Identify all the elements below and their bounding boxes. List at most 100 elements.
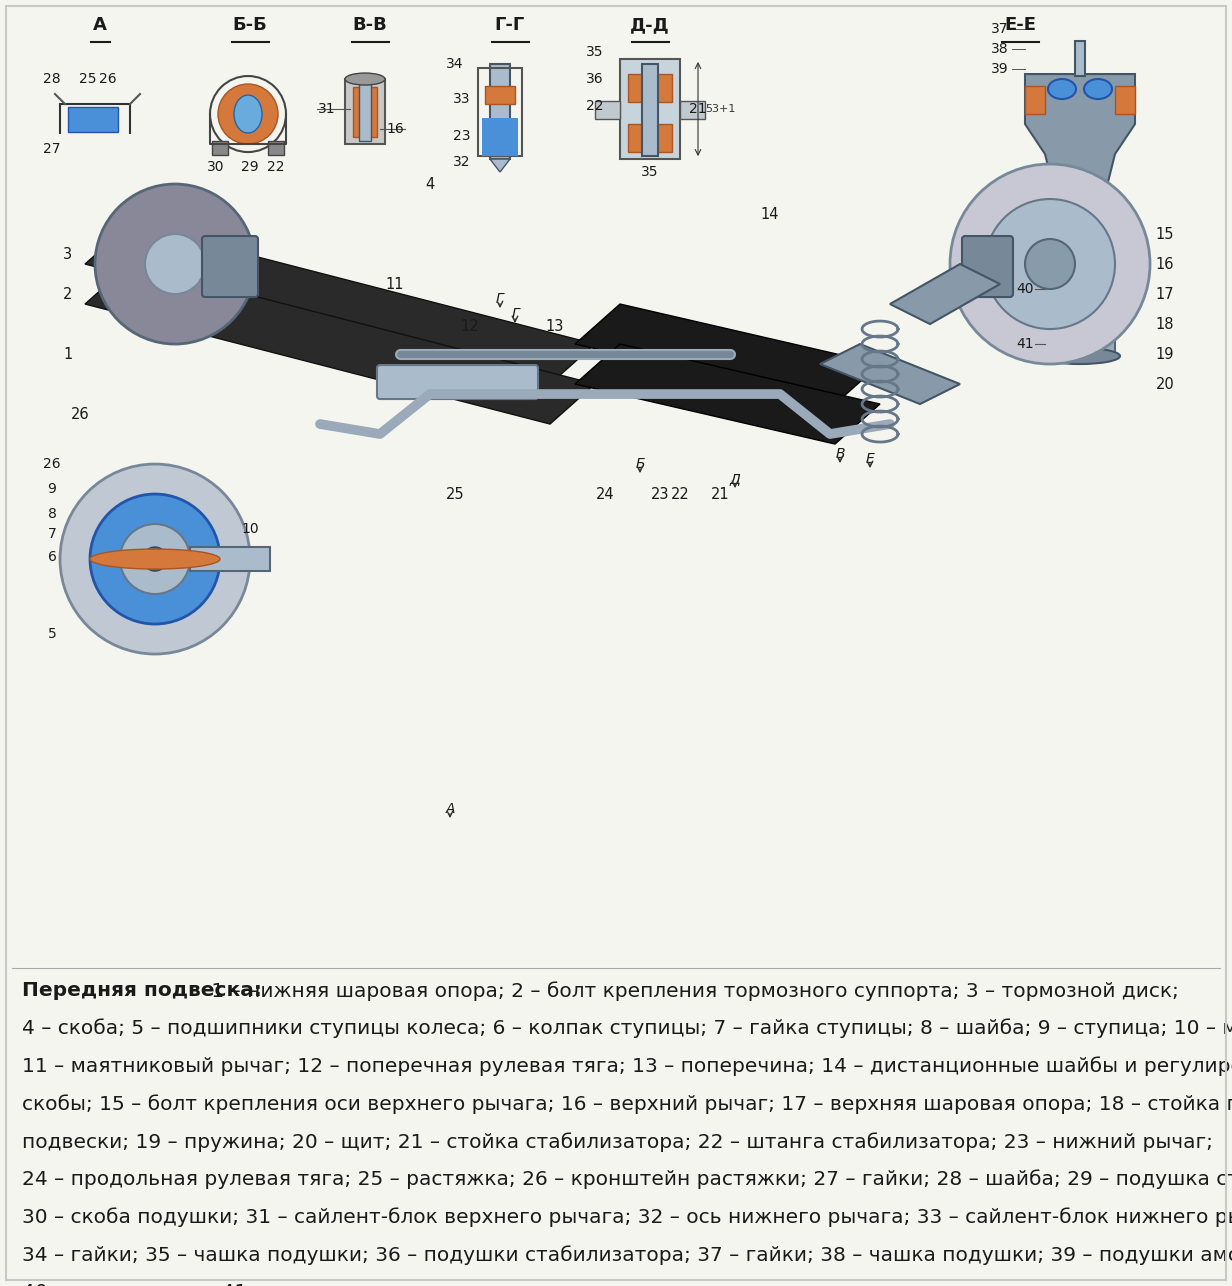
Text: 12: 12 [461, 319, 479, 333]
Polygon shape [575, 345, 880, 444]
Text: Б: Б [636, 457, 644, 471]
Text: Е-Е: Е-Е [1004, 15, 1036, 33]
Text: 16: 16 [1156, 256, 1174, 271]
Text: 30: 30 [207, 159, 224, 174]
FancyBboxPatch shape [212, 141, 228, 156]
FancyBboxPatch shape [359, 84, 371, 141]
Text: 13: 13 [546, 319, 564, 333]
Text: 25: 25 [79, 72, 97, 86]
FancyBboxPatch shape [642, 64, 658, 156]
Text: Е: Е [866, 453, 875, 466]
Text: 3: 3 [63, 247, 73, 261]
Text: 34: 34 [446, 57, 463, 71]
Text: 32: 32 [453, 156, 471, 168]
Circle shape [218, 84, 278, 144]
FancyBboxPatch shape [202, 237, 257, 297]
FancyBboxPatch shape [482, 118, 517, 156]
Text: Передняя подвеска:: Передняя подвеска: [22, 981, 262, 1001]
Text: 40: 40 [1016, 282, 1034, 296]
Text: 8: 8 [48, 507, 57, 521]
Text: 18: 18 [1156, 316, 1174, 332]
Text: 35: 35 [641, 165, 659, 179]
Text: 26: 26 [43, 457, 60, 471]
Text: скобы; 15 – болт крепления оси верхнего рычага; 16 – верхний рычаг; 17 – верхняя: скобы; 15 – болт крепления оси верхнего … [22, 1094, 1232, 1114]
Text: 37: 37 [992, 22, 1009, 36]
Text: 22: 22 [586, 99, 604, 113]
FancyBboxPatch shape [485, 86, 515, 104]
Text: 38: 38 [992, 42, 1009, 57]
Text: 1: 1 [63, 346, 73, 361]
Ellipse shape [1048, 78, 1076, 99]
FancyBboxPatch shape [68, 107, 118, 132]
Circle shape [90, 494, 221, 624]
Text: Д-Д: Д-Д [630, 15, 670, 33]
Text: 29: 29 [241, 159, 259, 174]
Text: 25: 25 [446, 486, 464, 502]
Polygon shape [1025, 75, 1135, 194]
Text: 23: 23 [650, 486, 669, 502]
Polygon shape [1045, 258, 1115, 354]
Text: 10: 10 [241, 522, 259, 536]
Text: 2: 2 [63, 287, 73, 301]
Text: 26: 26 [70, 406, 89, 422]
Text: А: А [94, 15, 107, 33]
Text: 7: 7 [48, 527, 57, 541]
FancyBboxPatch shape [628, 123, 671, 152]
FancyBboxPatch shape [628, 75, 671, 102]
Text: 39: 39 [992, 62, 1009, 76]
Text: 26: 26 [100, 72, 117, 86]
FancyBboxPatch shape [190, 547, 270, 571]
Text: 9: 9 [48, 482, 57, 496]
FancyBboxPatch shape [0, 14, 1232, 944]
Text: А: А [445, 802, 455, 817]
Text: 15: 15 [1156, 226, 1174, 242]
Text: 21: 21 [711, 486, 729, 502]
Polygon shape [490, 159, 510, 172]
Text: 31: 31 [318, 102, 336, 116]
Text: 34 – гайки; 35 – чашка подушки; 36 – подушки стабилизатора; 37 – гайки; 38 – чаш: 34 – гайки; 35 – чашка подушки; 36 – под… [22, 1245, 1232, 1264]
Text: 6: 6 [48, 550, 57, 565]
Text: Г: Г [496, 292, 504, 306]
Polygon shape [890, 264, 1000, 324]
FancyBboxPatch shape [377, 365, 538, 399]
Ellipse shape [90, 549, 221, 568]
Text: 35: 35 [586, 45, 604, 59]
Circle shape [1025, 239, 1076, 289]
Text: 19: 19 [1156, 346, 1174, 361]
Ellipse shape [1084, 78, 1112, 99]
Text: 27: 27 [43, 141, 60, 156]
Text: 33: 33 [453, 93, 471, 105]
Text: 1 – нижняя шаровая опора; 2 – болт крепления тормозного суппорта; 3 – тормозной : 1 – нижняя шаровая опора; 2 – болт крепл… [205, 981, 1178, 1001]
Text: 53+1: 53+1 [705, 104, 736, 114]
Polygon shape [575, 303, 880, 404]
Ellipse shape [234, 95, 262, 132]
Polygon shape [85, 264, 595, 424]
Text: 28: 28 [43, 72, 60, 86]
FancyBboxPatch shape [680, 102, 705, 120]
Circle shape [143, 547, 168, 571]
Circle shape [95, 184, 255, 345]
Text: 11 – маятниковый рычаг; 12 – поперечная рулевая тяга; 13 – поперечина; 14 – дист: 11 – маятниковый рычаг; 12 – поперечная … [22, 1057, 1232, 1076]
Text: 4: 4 [425, 176, 435, 192]
FancyBboxPatch shape [354, 87, 377, 138]
Text: 36: 36 [586, 72, 604, 86]
Text: 20: 20 [1156, 377, 1174, 391]
Text: Г-Г: Г-Г [495, 15, 525, 33]
Polygon shape [821, 345, 960, 404]
Text: 22: 22 [267, 159, 285, 174]
Text: 30 – скоба подушки; 31 – сайлент-блок верхнего рычага; 32 – ось нижнего рычага; : 30 – скоба подушки; 31 – сайлент-блок ве… [22, 1208, 1232, 1227]
Text: Д: Д [729, 472, 740, 486]
FancyBboxPatch shape [1076, 41, 1085, 76]
Text: подвески; 19 – пружина; 20 – щит; 21 – стойка стабилизатора; 22 – штанга стабили: подвески; 19 – пружина; 20 – щит; 21 – с… [22, 1132, 1214, 1151]
Ellipse shape [1040, 349, 1120, 364]
Polygon shape [85, 224, 595, 385]
Text: Б-Б: Б-Б [233, 15, 267, 33]
Text: 14: 14 [760, 207, 780, 221]
FancyBboxPatch shape [595, 102, 620, 120]
Text: 5: 5 [48, 628, 57, 640]
Text: 11: 11 [386, 276, 404, 292]
FancyBboxPatch shape [1064, 237, 1095, 261]
Ellipse shape [345, 73, 384, 85]
Text: 16: 16 [386, 122, 404, 136]
Circle shape [950, 165, 1149, 364]
